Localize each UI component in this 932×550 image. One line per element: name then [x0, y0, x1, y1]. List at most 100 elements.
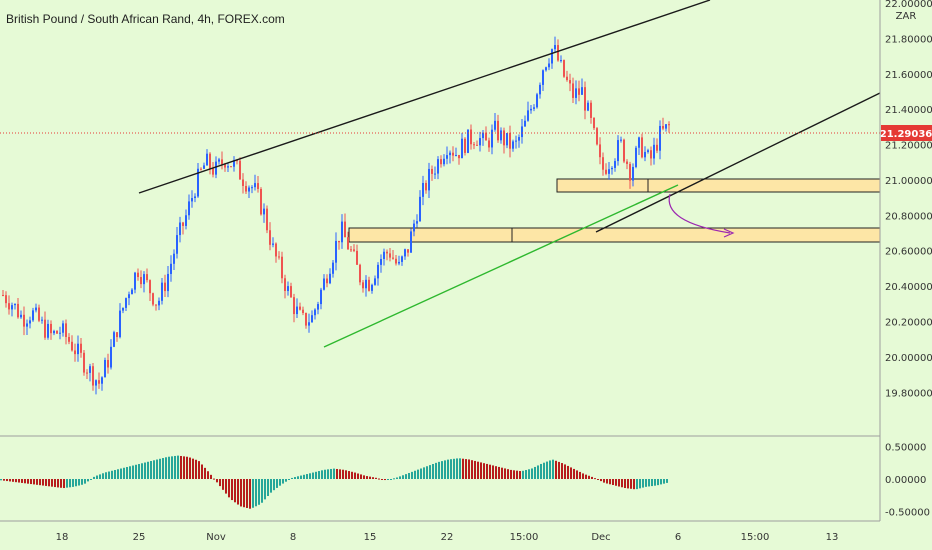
oscillator-bar	[39, 479, 41, 486]
oscillator-bar	[468, 459, 470, 479]
candle-body	[284, 278, 286, 292]
candle-body	[416, 221, 418, 224]
oscillator-bar	[477, 461, 479, 479]
candle-body	[587, 102, 589, 111]
oscillator-bar	[162, 458, 164, 479]
candle-body	[341, 221, 343, 243]
candle-body	[518, 137, 520, 141]
candle-body	[548, 63, 550, 68]
oscillator-bar	[219, 479, 221, 487]
candle-body	[122, 307, 124, 311]
oscillator-bar	[9, 479, 11, 482]
oscillator-bar	[585, 474, 587, 479]
oscillator-bar	[15, 479, 17, 483]
price-pane[interactable]	[0, 0, 880, 436]
oscillator-bar	[177, 455, 179, 479]
support-zone-lower[interactable]	[348, 227, 881, 243]
price-tick-label: 20.00000	[885, 353, 932, 364]
oscillator-bar	[0, 479, 2, 481]
price-tick-label: 21.80000	[885, 34, 932, 45]
upper-channel-line[interactable]	[138, 0, 711, 194]
oscillator-bar	[525, 470, 527, 479]
candle-body	[473, 144, 475, 146]
candle-body	[59, 332, 61, 334]
candle-body	[53, 330, 55, 334]
candle-body	[494, 120, 496, 130]
oscillator-bar	[429, 465, 431, 479]
oscillator-axis[interactable]: 0.50000 0.00000 -0.50000	[885, 443, 930, 519]
candle-body	[488, 140, 490, 148]
oscillator-bar	[66, 479, 68, 488]
oscillator-bar	[126, 467, 128, 479]
support-zone-upper[interactable]	[556, 178, 881, 193]
oscillator-bar	[648, 479, 650, 487]
candle-body	[260, 188, 262, 215]
candle-body	[101, 377, 103, 384]
candle-body	[482, 132, 484, 139]
candle-body	[497, 120, 499, 141]
oscillator-bar	[135, 464, 137, 479]
candle-body	[422, 182, 424, 197]
candle-body	[407, 249, 409, 253]
candle-body	[251, 187, 253, 189]
oscillator-bar	[579, 471, 581, 479]
oscillator-bar	[213, 478, 215, 480]
oscillator-bar	[600, 479, 602, 482]
candle-body	[230, 166, 232, 168]
price-axis[interactable]: 22.00000 21.80000 21.60000 21.40000 21.20000…	[885, 0, 932, 399]
projection-arrow[interactable]	[668, 193, 731, 234]
oscillator-bar	[549, 460, 551, 479]
candle-body	[353, 249, 355, 251]
oscillator-bar	[168, 456, 170, 479]
rising-resistance-line[interactable]	[595, 92, 881, 233]
candle-body	[452, 152, 454, 156]
oscillator-bar	[570, 467, 572, 479]
candle-body	[617, 140, 619, 162]
candle-body	[620, 139, 622, 141]
candle-body	[476, 144, 478, 146]
candle-body	[38, 307, 40, 321]
candle-body	[224, 164, 226, 168]
oscillator-bar	[252, 479, 254, 508]
green-support-line[interactable]	[323, 184, 679, 348]
zones	[348, 178, 881, 243]
oscillator-bar	[666, 479, 668, 483]
oscillator-bar	[450, 459, 452, 479]
candle-body	[95, 380, 97, 386]
oscillator-bar	[561, 463, 563, 479]
oscillator-bar	[225, 479, 227, 494]
oscillator-bar	[147, 461, 149, 479]
oscillator-bar	[492, 465, 494, 479]
candle-body	[140, 277, 142, 285]
oscillator-bar	[426, 466, 428, 479]
candle-body	[461, 138, 463, 159]
time-axis[interactable]: 18 25 Nov 8 15 22 15:00 Dec 6 15:00 13	[56, 532, 839, 543]
candle-body	[536, 94, 538, 108]
oscillator-bar	[402, 475, 404, 479]
oscillator-bar	[87, 479, 89, 482]
candle-body	[29, 320, 31, 324]
candle-body	[479, 138, 481, 146]
oscillator-bar	[435, 462, 437, 479]
oscillator-bar	[354, 472, 356, 479]
candle-body	[86, 372, 88, 374]
oscillator-bar	[309, 473, 311, 479]
candle-body	[287, 286, 289, 292]
date-tick-label: 8	[290, 532, 296, 543]
oscillator-bar	[57, 479, 59, 488]
oscillator-bar	[480, 462, 482, 479]
oscillator-bar	[537, 465, 539, 479]
candle-body	[365, 279, 367, 289]
candle-body	[569, 80, 571, 84]
oscillator-bar	[657, 479, 659, 486]
candle-body	[167, 273, 169, 292]
candle-body	[434, 173, 436, 175]
oscillator-bar	[255, 479, 257, 507]
oscillator-bar	[522, 470, 524, 479]
candle-body	[212, 168, 214, 175]
candle-body	[209, 153, 211, 169]
candle-body	[239, 160, 241, 180]
oscillator-bar	[246, 479, 248, 508]
candle-body	[77, 343, 79, 355]
